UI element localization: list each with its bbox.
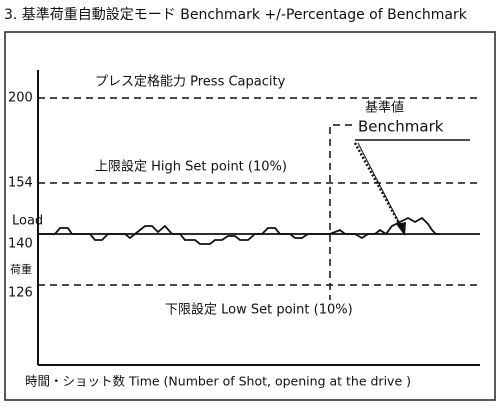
level-label: 200 [8, 91, 33, 106]
arrow-head [396, 222, 406, 236]
load-waveform [38, 216, 440, 245]
title: 3. 基準荷重自動設定モード Benchmark +/-Percentage o… [4, 6, 468, 23]
x-axis-label: 時間・ショット数 Time (Number of Shot, opening a… [25, 374, 411, 389]
arrow [357, 142, 405, 233]
benchmark-label: Benchmark [358, 118, 444, 136]
high-label: 上限設定 High Set point (10%) [95, 159, 287, 175]
y-axis-label-jp: 荷重 [10, 262, 32, 276]
level-label: 140 [8, 237, 33, 252]
level-label: 154 [8, 176, 33, 191]
arrow [353, 142, 407, 235]
low-label: 下限設定 Low Set point (10%) [165, 302, 353, 318]
y-axis-label: Load [12, 214, 43, 229]
benchmark-jp-label: 基準値 [365, 100, 404, 116]
frame [4, 31, 496, 401]
capacity-label: プレス定格能力 Press Capacity [95, 74, 286, 90]
benchmark-marker [329, 124, 352, 300]
level-label: 126 [8, 286, 33, 301]
